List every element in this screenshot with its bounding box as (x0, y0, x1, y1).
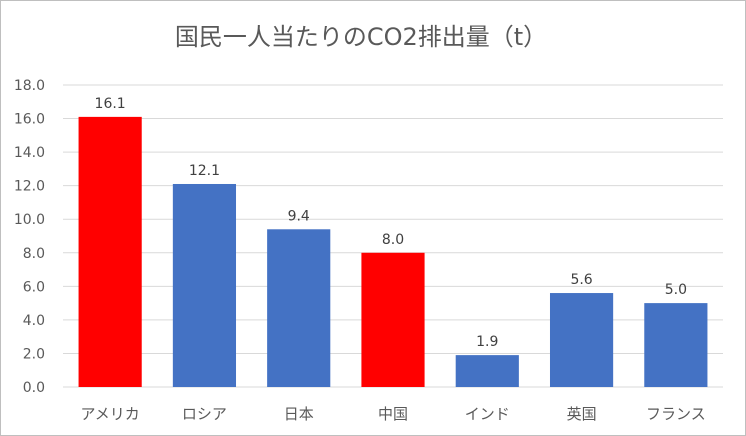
y-tick-label: 8.0 (23, 246, 45, 262)
y-tick-label: 10.0 (14, 212, 45, 228)
bar (361, 252, 425, 387)
bar (78, 116, 142, 387)
y-tick-label: 0.0 (23, 380, 45, 396)
bar (455, 355, 519, 387)
data-label: 5.0 (665, 282, 687, 298)
bar (172, 183, 237, 387)
data-label: 1.9 (476, 334, 498, 350)
data-label: 9.4 (288, 208, 310, 224)
data-labels: 16.1 12.1 9.4 8.0 1.9 5.6 5.0 (95, 96, 687, 350)
y-axis-ticks: 0.0 2.0 4.0 6.0 8.0 10.0 12.0 14.0 16.0 18.0 (14, 78, 45, 396)
data-label: 12.1 (189, 163, 220, 179)
chart-title: 国民一人当たりのCO2排出量（t） (175, 23, 547, 51)
category-label: アメリカ (81, 405, 140, 423)
bar (267, 229, 331, 387)
bar (549, 293, 614, 387)
x-axis-categories: アメリカ ロシア 日本 中国 インド 英国 フランス (81, 405, 706, 423)
data-label: 8.0 (382, 232, 404, 248)
y-tick-label: 14.0 (14, 145, 45, 161)
category-label: インド (465, 405, 510, 423)
bars (78, 116, 708, 387)
y-tick-label: 6.0 (23, 279, 45, 295)
data-label: 5.6 (570, 272, 592, 288)
y-tick-label: 4.0 (23, 313, 45, 329)
y-tick-label: 2.0 (23, 346, 45, 362)
category-label: ロシア (182, 405, 227, 423)
category-label: 英国 (567, 405, 597, 423)
y-tick-label: 16.0 (14, 112, 45, 128)
y-tick-label: 18.0 (14, 78, 45, 94)
bar (644, 303, 708, 387)
y-tick-label: 12.0 (14, 179, 45, 195)
category-label: 日本 (284, 405, 314, 423)
category-label: フランス (646, 405, 706, 423)
data-label: 16.1 (95, 96, 126, 112)
category-label: 中国 (378, 405, 408, 423)
